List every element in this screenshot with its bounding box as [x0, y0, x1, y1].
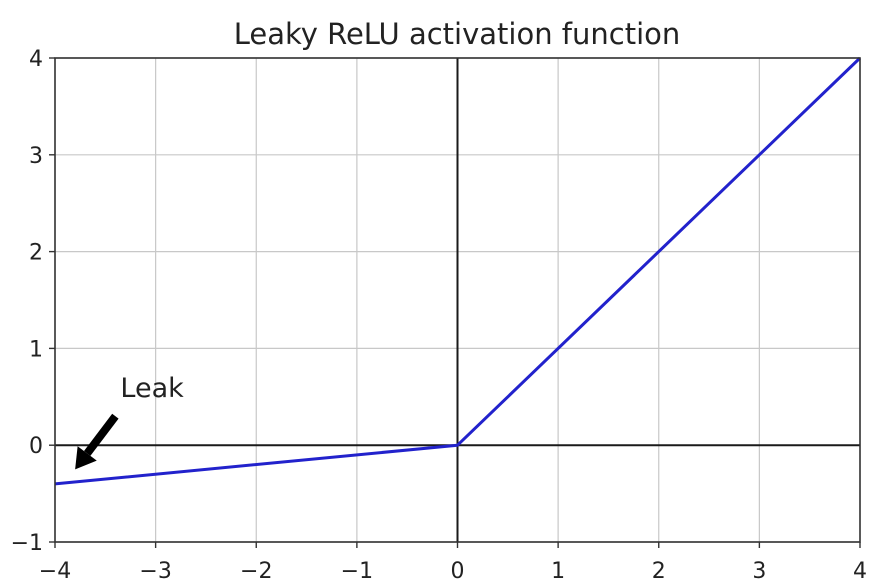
- x-tick-label: −1: [341, 559, 373, 584]
- x-tick-label: 2: [652, 559, 666, 584]
- tick-marks: [49, 57, 861, 548]
- x-tick-label: −2: [240, 559, 272, 584]
- x-tick-label: 1: [551, 559, 565, 584]
- series-line-0: [54, 56, 862, 486]
- x-tick-labels: −4 −3 −2 −1 0 1 2 3 4: [39, 559, 867, 584]
- y-tick-labels: −1 0 1 2 3 4: [11, 47, 43, 556]
- x-tick-label: 0: [451, 559, 465, 584]
- annotation-layer: Leak: [75, 373, 184, 470]
- y-tick-label: 1: [29, 337, 43, 362]
- y-tick-label: 4: [29, 47, 43, 72]
- series-layer: [54, 56, 862, 486]
- x-tick-label: 4: [853, 559, 867, 584]
- y-tick-label: 3: [29, 144, 43, 169]
- chart-title: Leaky ReLU activation function: [234, 17, 681, 51]
- zero-axes: [55, 58, 860, 542]
- annotation-text: Leak: [120, 373, 184, 404]
- annotation-arrow-head: [75, 446, 97, 470]
- y-tick-label: 0: [29, 434, 43, 459]
- annotation-arrow-shaft: [83, 413, 119, 456]
- y-tick-label: −1: [11, 531, 43, 556]
- x-tick-label: −4: [39, 559, 71, 584]
- x-tick-label: −3: [139, 559, 171, 584]
- y-tick-label: 2: [29, 241, 43, 266]
- x-tick-label: 3: [752, 559, 766, 584]
